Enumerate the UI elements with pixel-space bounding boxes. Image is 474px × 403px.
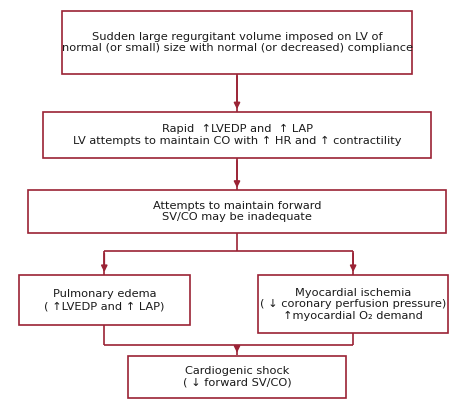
FancyBboxPatch shape xyxy=(43,112,431,158)
Text: Myocardial ischemia
( ↓ coronary perfusion pressure)
↑myocardial O₂ demand: Myocardial ischemia ( ↓ coronary perfusi… xyxy=(260,288,446,321)
FancyBboxPatch shape xyxy=(258,275,448,334)
FancyBboxPatch shape xyxy=(28,191,446,233)
Text: Pulmonary edema
( ↑LVEDP and ↑ LAP): Pulmonary edema ( ↑LVEDP and ↑ LAP) xyxy=(44,289,164,311)
Text: Attempts to maintain forward
SV/CO may be inadequate: Attempts to maintain forward SV/CO may b… xyxy=(153,201,321,222)
FancyBboxPatch shape xyxy=(62,11,412,73)
Text: Cardiogenic shock
( ↓ forward SV/CO): Cardiogenic shock ( ↓ forward SV/CO) xyxy=(182,366,292,388)
FancyBboxPatch shape xyxy=(128,356,346,398)
Text: Sudden large regurgitant volume imposed on LV of
normal (or small) size with nor: Sudden large regurgitant volume imposed … xyxy=(62,31,412,53)
Text: Rapid  ↑LVEDP and  ↑ LAP
LV attempts to maintain CO with ↑ HR and ↑ contractilit: Rapid ↑LVEDP and ↑ LAP LV attempts to ma… xyxy=(73,124,401,146)
FancyBboxPatch shape xyxy=(19,275,190,326)
